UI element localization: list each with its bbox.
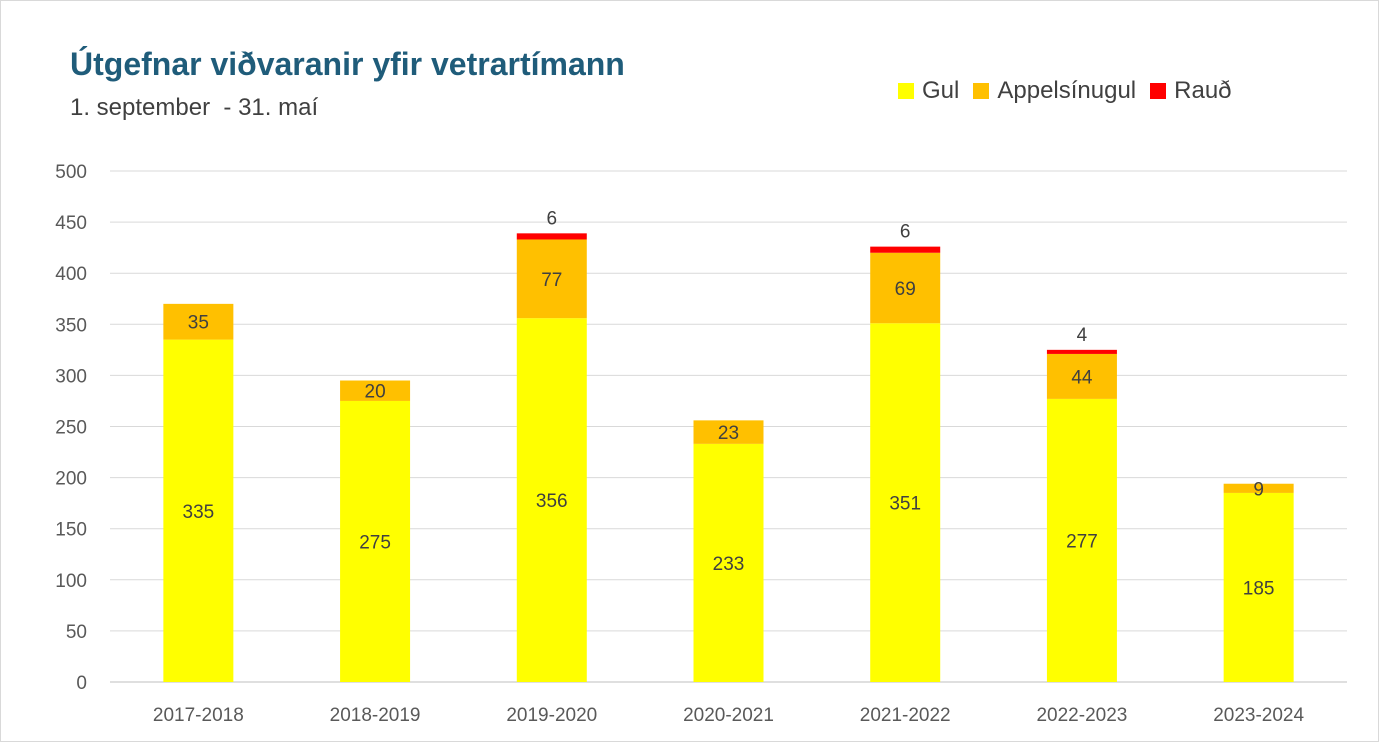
y-tick-label: 150 [55, 520, 87, 541]
data-label: 6 [900, 222, 911, 243]
bar-segment-appelsínugul [516, 239, 587, 319]
data-label: 20 [365, 382, 386, 403]
y-tick-label: 100 [55, 571, 87, 592]
legend-label-gul: Gul [922, 77, 960, 104]
bar-segment-appelsínugul [340, 380, 411, 401]
chart-subtitle: 1. september - 31. maí [70, 94, 319, 121]
x-tick-label: 2018-2019 [330, 705, 421, 726]
data-label: 233 [713, 554, 745, 575]
y-tick-label: 450 [55, 213, 87, 234]
bar-segment-gul [1046, 398, 1117, 682]
bar-segment-gul [163, 339, 234, 682]
y-tick-label: 0 [76, 673, 87, 694]
bar-segment-gul [340, 400, 411, 682]
legend-item-appelsinugul: Appelsínugul [973, 77, 1136, 105]
legend-swatch-gul [898, 83, 914, 99]
data-label: 77 [541, 270, 562, 291]
x-tick-label: 2021-2022 [860, 705, 951, 726]
bar-segment-rauð [1046, 349, 1117, 354]
y-tick-label: 500 [55, 162, 87, 183]
bar-segment-gul [870, 323, 941, 682]
data-label: 356 [536, 491, 568, 512]
x-tick-label: 2019-2020 [506, 705, 597, 726]
bar-segment-appelsínugul [1223, 483, 1294, 493]
bar-segment-rauð [870, 246, 941, 253]
bar-segment-appelsínugul [163, 303, 234, 340]
legend-item-gul: Gul [898, 77, 959, 105]
bar-segment-gul [516, 318, 587, 682]
data-label: 9 [1253, 479, 1264, 500]
data-label: 44 [1071, 367, 1093, 388]
data-label: 6 [546, 208, 557, 229]
data-label: 275 [359, 532, 391, 553]
data-label: 335 [183, 502, 215, 523]
y-tick-label: 350 [55, 315, 87, 336]
bar-segment-appelsínugul [1046, 353, 1117, 399]
data-label: 185 [1243, 578, 1275, 599]
data-label: 351 [889, 494, 921, 515]
legend-swatch-appelsinugul [973, 83, 990, 99]
y-tick-label: 50 [66, 622, 87, 643]
x-tick-label: 2023-2024 [1213, 705, 1304, 726]
legend-swatch-raud [1150, 83, 1167, 99]
data-label: 69 [895, 279, 916, 300]
chart-legend: Gul Appelsínugul Rauð [898, 77, 1246, 105]
bar-segment-rauð [516, 233, 587, 240]
bar-segment-appelsínugul [870, 252, 941, 324]
chart-title: Útgefnar viðvaranir yfir vetrartímann [70, 46, 625, 82]
data-label: 4 [1077, 325, 1088, 346]
bar-segment-appelsínugul [693, 420, 764, 444]
data-label: 23 [718, 423, 739, 444]
data-label: 277 [1066, 531, 1098, 552]
y-tick-label: 400 [55, 264, 87, 285]
y-tick-label: 300 [55, 366, 87, 387]
y-tick-label: 200 [55, 469, 87, 490]
data-label: 35 [188, 313, 209, 334]
x-tick-label: 2020-2021 [683, 705, 774, 726]
x-tick-label: 2017-2018 [153, 705, 244, 726]
bar-segment-gul [1223, 492, 1294, 682]
legend-label-appelsinugul: Appelsínugul [997, 77, 1137, 104]
bar-segment-gul [693, 443, 764, 682]
y-tick-label: 250 [55, 418, 87, 439]
x-tick-label: 2022-2023 [1036, 705, 1127, 726]
legend-label-raud: Rauð [1174, 77, 1232, 104]
legend-item-raud: Rauð [1150, 77, 1232, 105]
